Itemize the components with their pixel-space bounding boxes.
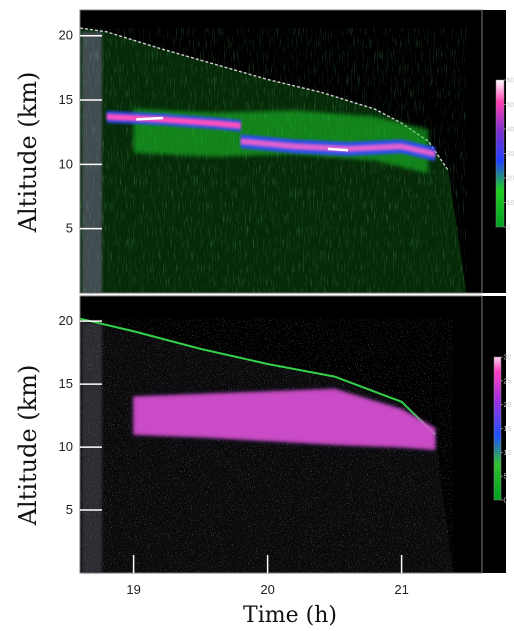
colorbar-tick-label: 5 — [504, 474, 508, 481]
colorbar-tick-label: 10 — [507, 200, 514, 207]
lower-panel: 5 10 15 20 19 20 21 0 5 10 15 20 25 30 — [59, 295, 512, 597]
upper-panel: 5 10 15 20 0 10 20 30 40 50 60 — [59, 9, 514, 294]
x-tick-label: 19 — [126, 582, 140, 597]
upper-boundary-line — [79, 317, 436, 436]
colorbar-tick-label: 60 — [507, 78, 514, 85]
lower-y-axis-label: Altitude (km) — [14, 365, 42, 527]
y-tick-label: 5 — [66, 221, 73, 236]
plot-frame — [79, 9, 483, 294]
signal-noise — [80, 318, 454, 573]
y-tick-label: 20 — [59, 313, 73, 328]
x-tick-label: 21 — [394, 582, 408, 597]
y-tick-label: 5 — [66, 502, 73, 517]
y-tick-label: 15 — [59, 376, 73, 391]
upper-y-axis-label: Altitude (km) — [14, 72, 42, 234]
cirrus-band-lower — [240, 138, 436, 158]
x-axis-label: Time (h) — [243, 603, 337, 628]
white-core-1 — [136, 116, 164, 121]
colorbar-tick-label: 20 — [504, 402, 512, 409]
colorbar-tick-label: 30 — [504, 355, 512, 362]
y-tick-label: 20 — [59, 28, 73, 43]
colorbar-tick-label: 30 — [507, 151, 514, 158]
colorbar-tick-label: 50 — [507, 102, 514, 109]
colorbar-tick-label: 0 — [507, 225, 511, 232]
cirrus-band-top — [106, 113, 241, 129]
cloud-layer-core — [133, 389, 436, 450]
colorbar-tick-label: 20 — [507, 176, 514, 183]
x-tick-label: 20 — [260, 582, 274, 597]
colorbar-tick-label: 40 — [507, 127, 514, 134]
white-core-2 — [327, 147, 349, 152]
colorbar-tick-label: 15 — [504, 426, 512, 433]
y-tick-label: 10 — [59, 156, 73, 171]
colorbar-tick-label: 0 — [504, 498, 508, 505]
y-tick-label: 10 — [59, 439, 73, 454]
colorbar-tick-label: 25 — [504, 378, 512, 385]
y-tick-label: 15 — [59, 92, 73, 107]
colorbar — [493, 356, 502, 501]
colorbar-tick-label: 10 — [504, 450, 512, 457]
colorbar — [495, 79, 505, 228]
plot-frame — [79, 295, 483, 574]
near-field-noise — [82, 32, 102, 293]
signal-noise — [80, 28, 467, 293]
